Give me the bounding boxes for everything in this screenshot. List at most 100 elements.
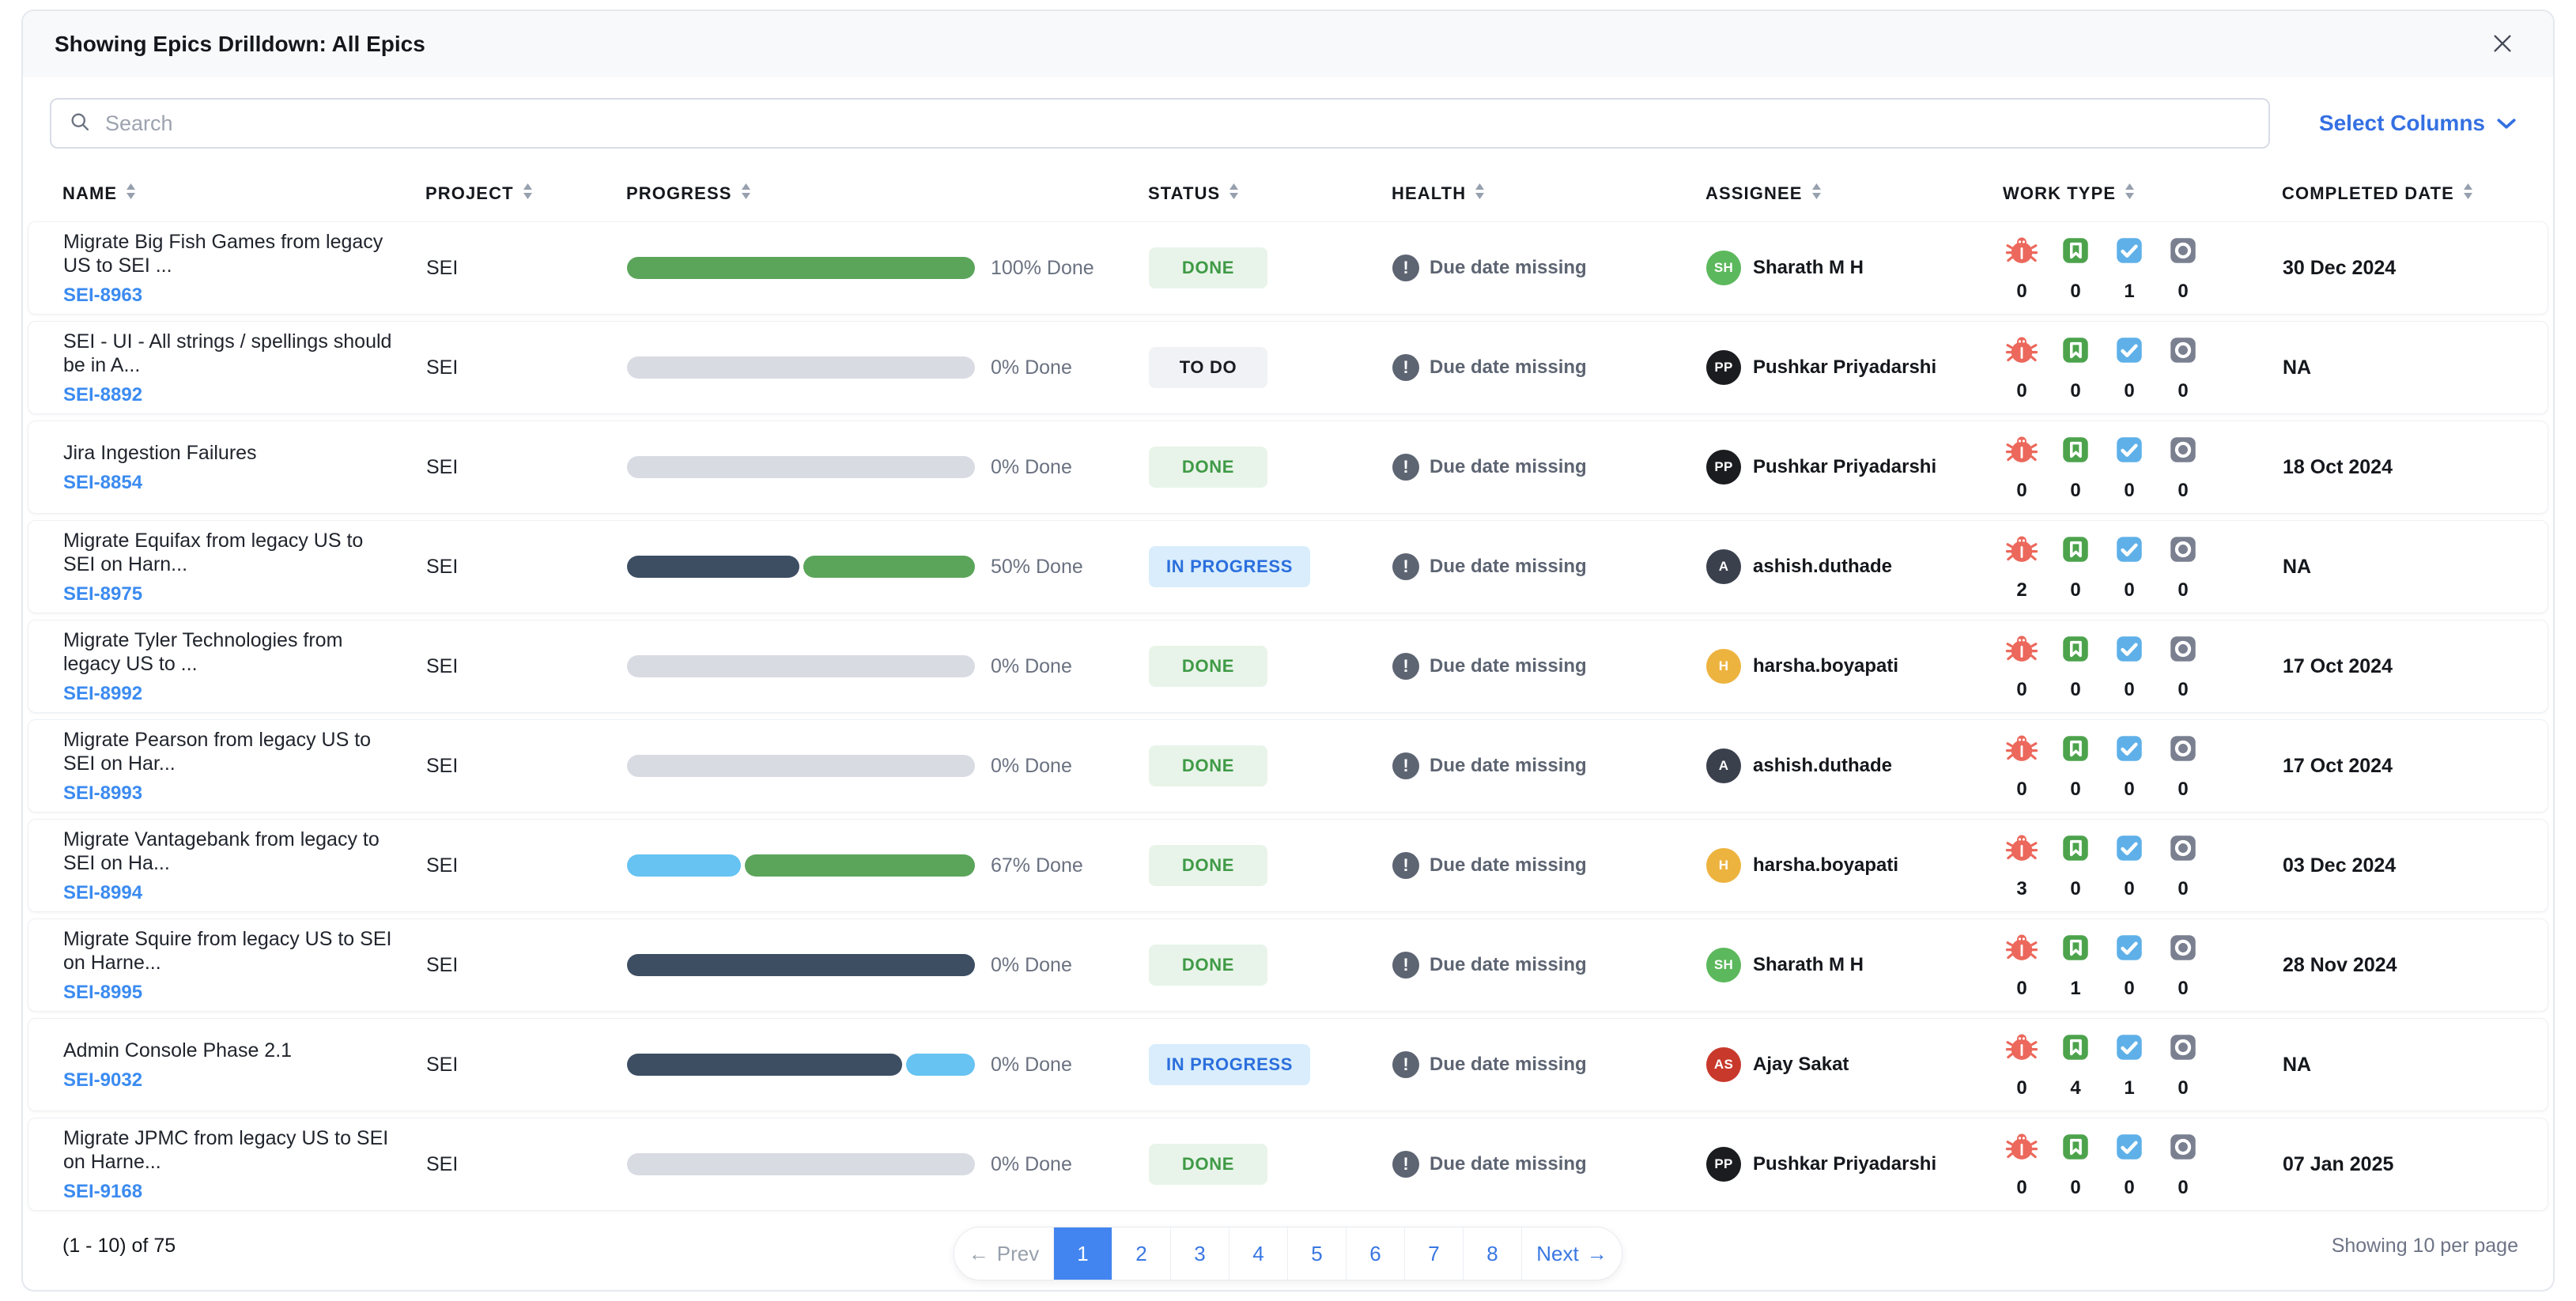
prev-page-button[interactable]: ← Prev — [954, 1227, 1054, 1280]
work-type-count: 1 — [2070, 977, 2081, 999]
assignee-name: Pushkar Priyadarshi — [1753, 456, 1937, 477]
epic-key-link[interactable]: SEI-9032 — [63, 1069, 143, 1091]
column-header-status[interactable]: STATUS — [1148, 182, 1392, 206]
name-cell: Migrate Pearson from legacy US to SEI on… — [63, 728, 426, 805]
work-type-cell: 0 0 0 0 — [2004, 334, 2283, 402]
search-row: Select Columns — [23, 77, 2553, 158]
column-label: HEALTH — [1392, 183, 1467, 203]
completed-date: NA — [2283, 555, 2312, 578]
page-button-5[interactable]: 5 — [1288, 1227, 1347, 1280]
page-button-8[interactable]: 8 — [1464, 1227, 1522, 1280]
epic-key-link[interactable]: SEI-8854 — [63, 471, 143, 493]
assignee-cell: A ashish.duthade — [1706, 549, 2004, 584]
status-cell: DONE — [1149, 1144, 1392, 1185]
completed-date: NA — [2283, 356, 2312, 379]
work-type-count: 0 — [2016, 280, 2027, 302]
column-header-project[interactable]: PROJECT — [425, 182, 626, 206]
work-type-count: 0 — [2016, 778, 2027, 800]
progress-bar — [627, 356, 975, 379]
work-type-item: 0 — [2057, 832, 2094, 900]
assignee-cell: SH Sharath M H — [1706, 251, 2004, 285]
progress-cell: 0% Done — [627, 1054, 1149, 1077]
search-input[interactable] — [104, 110, 2251, 137]
epic-key-link[interactable]: SEI-8995 — [63, 981, 143, 1003]
table-body: Migrate Big Fish Games from legacy US to… — [28, 221, 2548, 1211]
status-cell: DONE — [1149, 247, 1392, 288]
other-icon — [2166, 334, 2200, 371]
page-button-4[interactable]: 4 — [1229, 1227, 1288, 1280]
epic-key-link[interactable]: SEI-8993 — [63, 782, 143, 804]
work-type-count: 0 — [2178, 579, 2189, 601]
due-date-warning-icon: ! — [1392, 752, 1419, 779]
task-icon — [2113, 334, 2146, 371]
progress-segment — [627, 1153, 975, 1175]
work-type-count: 0 — [2124, 678, 2135, 700]
status-cell: TO DO — [1149, 347, 1392, 388]
panel-title: Showing Epics Drilldown: All Epics — [55, 32, 425, 56]
avatar: PP — [1706, 1147, 1741, 1182]
page-button-7[interactable]: 7 — [1405, 1227, 1464, 1280]
bug-icon — [2005, 632, 2038, 669]
work-type-count: 0 — [2016, 1176, 2027, 1198]
work-type-item: 0 — [2111, 433, 2147, 502]
due-date-warning-icon: ! — [1392, 255, 1419, 281]
column-header-assignee[interactable]: ASSIGNEE — [1705, 182, 2003, 206]
column-header-work-type[interactable]: WORK TYPE — [2003, 182, 2282, 206]
search-icon — [69, 111, 91, 137]
task-icon — [2113, 732, 2146, 769]
work-type-item: 0 — [2004, 334, 2040, 402]
select-columns-button[interactable]: Select Columns — [2314, 110, 2521, 137]
page-button-2[interactable]: 2 — [1112, 1227, 1171, 1280]
story-icon — [2059, 832, 2092, 869]
bug-icon — [2005, 1130, 2038, 1167]
status-badge: IN PROGRESS — [1149, 546, 1311, 587]
work-type-cell: 0 0 0 0 — [2004, 632, 2283, 701]
column-header-progress[interactable]: PROGRESS — [626, 182, 1148, 206]
epic-key-link[interactable]: SEI-8994 — [63, 881, 143, 903]
other-icon — [2166, 1031, 2200, 1068]
project-cell: SEI — [426, 953, 459, 976]
epic-key-link[interactable]: SEI-8892 — [63, 383, 143, 405]
epic-key-link[interactable]: SEI-8963 — [63, 284, 143, 306]
epic-key-link[interactable]: SEI-8992 — [63, 682, 143, 704]
epic-key-link[interactable]: SEI-9168 — [63, 1180, 143, 1202]
work-type-item: 0 — [2057, 533, 2094, 601]
health-label: Due date missing — [1430, 1054, 1587, 1075]
work-type-count: 0 — [2178, 280, 2189, 302]
page-button-1[interactable]: 1 — [1054, 1227, 1112, 1280]
story-icon — [2059, 732, 2092, 769]
work-type-item: 0 — [2111, 832, 2147, 900]
health-label: Due date missing — [1430, 1153, 1587, 1175]
name-cell: Jira Ingestion Failures SEI-8854 — [63, 441, 426, 494]
name-cell: Migrate Big Fish Games from legacy US to… — [63, 230, 426, 307]
health-cell: ! Due date missing — [1392, 653, 1706, 680]
table-row: Migrate Pearson from legacy US to SEI on… — [28, 719, 2548, 813]
column-header-health[interactable]: HEALTH — [1392, 182, 1705, 206]
due-date-warning-icon: ! — [1392, 852, 1419, 879]
progress-bar — [627, 456, 975, 478]
table-row: Migrate Big Fish Games from legacy US to… — [28, 221, 2548, 315]
project-cell: SEI — [426, 256, 459, 279]
work-type-item: 0 — [2004, 632, 2040, 701]
close-button[interactable] — [2487, 28, 2518, 62]
epic-name: Migrate Vantagebank from legacy to SEI o… — [63, 828, 380, 874]
page-button-6[interactable]: 6 — [1347, 1227, 1405, 1280]
bug-icon — [2005, 732, 2038, 769]
other-icon — [2166, 931, 2200, 968]
name-cell: Migrate Equifax from legacy US to SEI on… — [63, 529, 426, 605]
task-icon — [2113, 533, 2146, 570]
epic-key-link[interactable]: SEI-8975 — [63, 583, 143, 605]
assignee-cell: PP Pushkar Priyadarshi — [1706, 1147, 2004, 1182]
arrow-right-icon: → — [1586, 1241, 1607, 1265]
work-type-item: 0 — [2111, 1130, 2147, 1199]
next-page-button[interactable]: Next → — [1522, 1227, 1622, 1280]
epics-table: NAME PROJECT PROGRESS STATUS HEALTH ASSIGNEE W… — [23, 158, 2553, 1211]
sort-icon — [2124, 182, 2136, 206]
page-button-3[interactable]: 3 — [1171, 1227, 1229, 1280]
work-type-count: 0 — [2070, 280, 2081, 302]
table-row: Migrate Squire from legacy US to SEI on … — [28, 918, 2548, 1012]
work-type-count: 0 — [2124, 379, 2135, 402]
assignee-name: Pushkar Priyadarshi — [1753, 1153, 1937, 1175]
column-header-completed-date[interactable]: COMPLETED DATE — [2282, 182, 2548, 206]
column-header-name[interactable]: NAME — [62, 182, 425, 206]
